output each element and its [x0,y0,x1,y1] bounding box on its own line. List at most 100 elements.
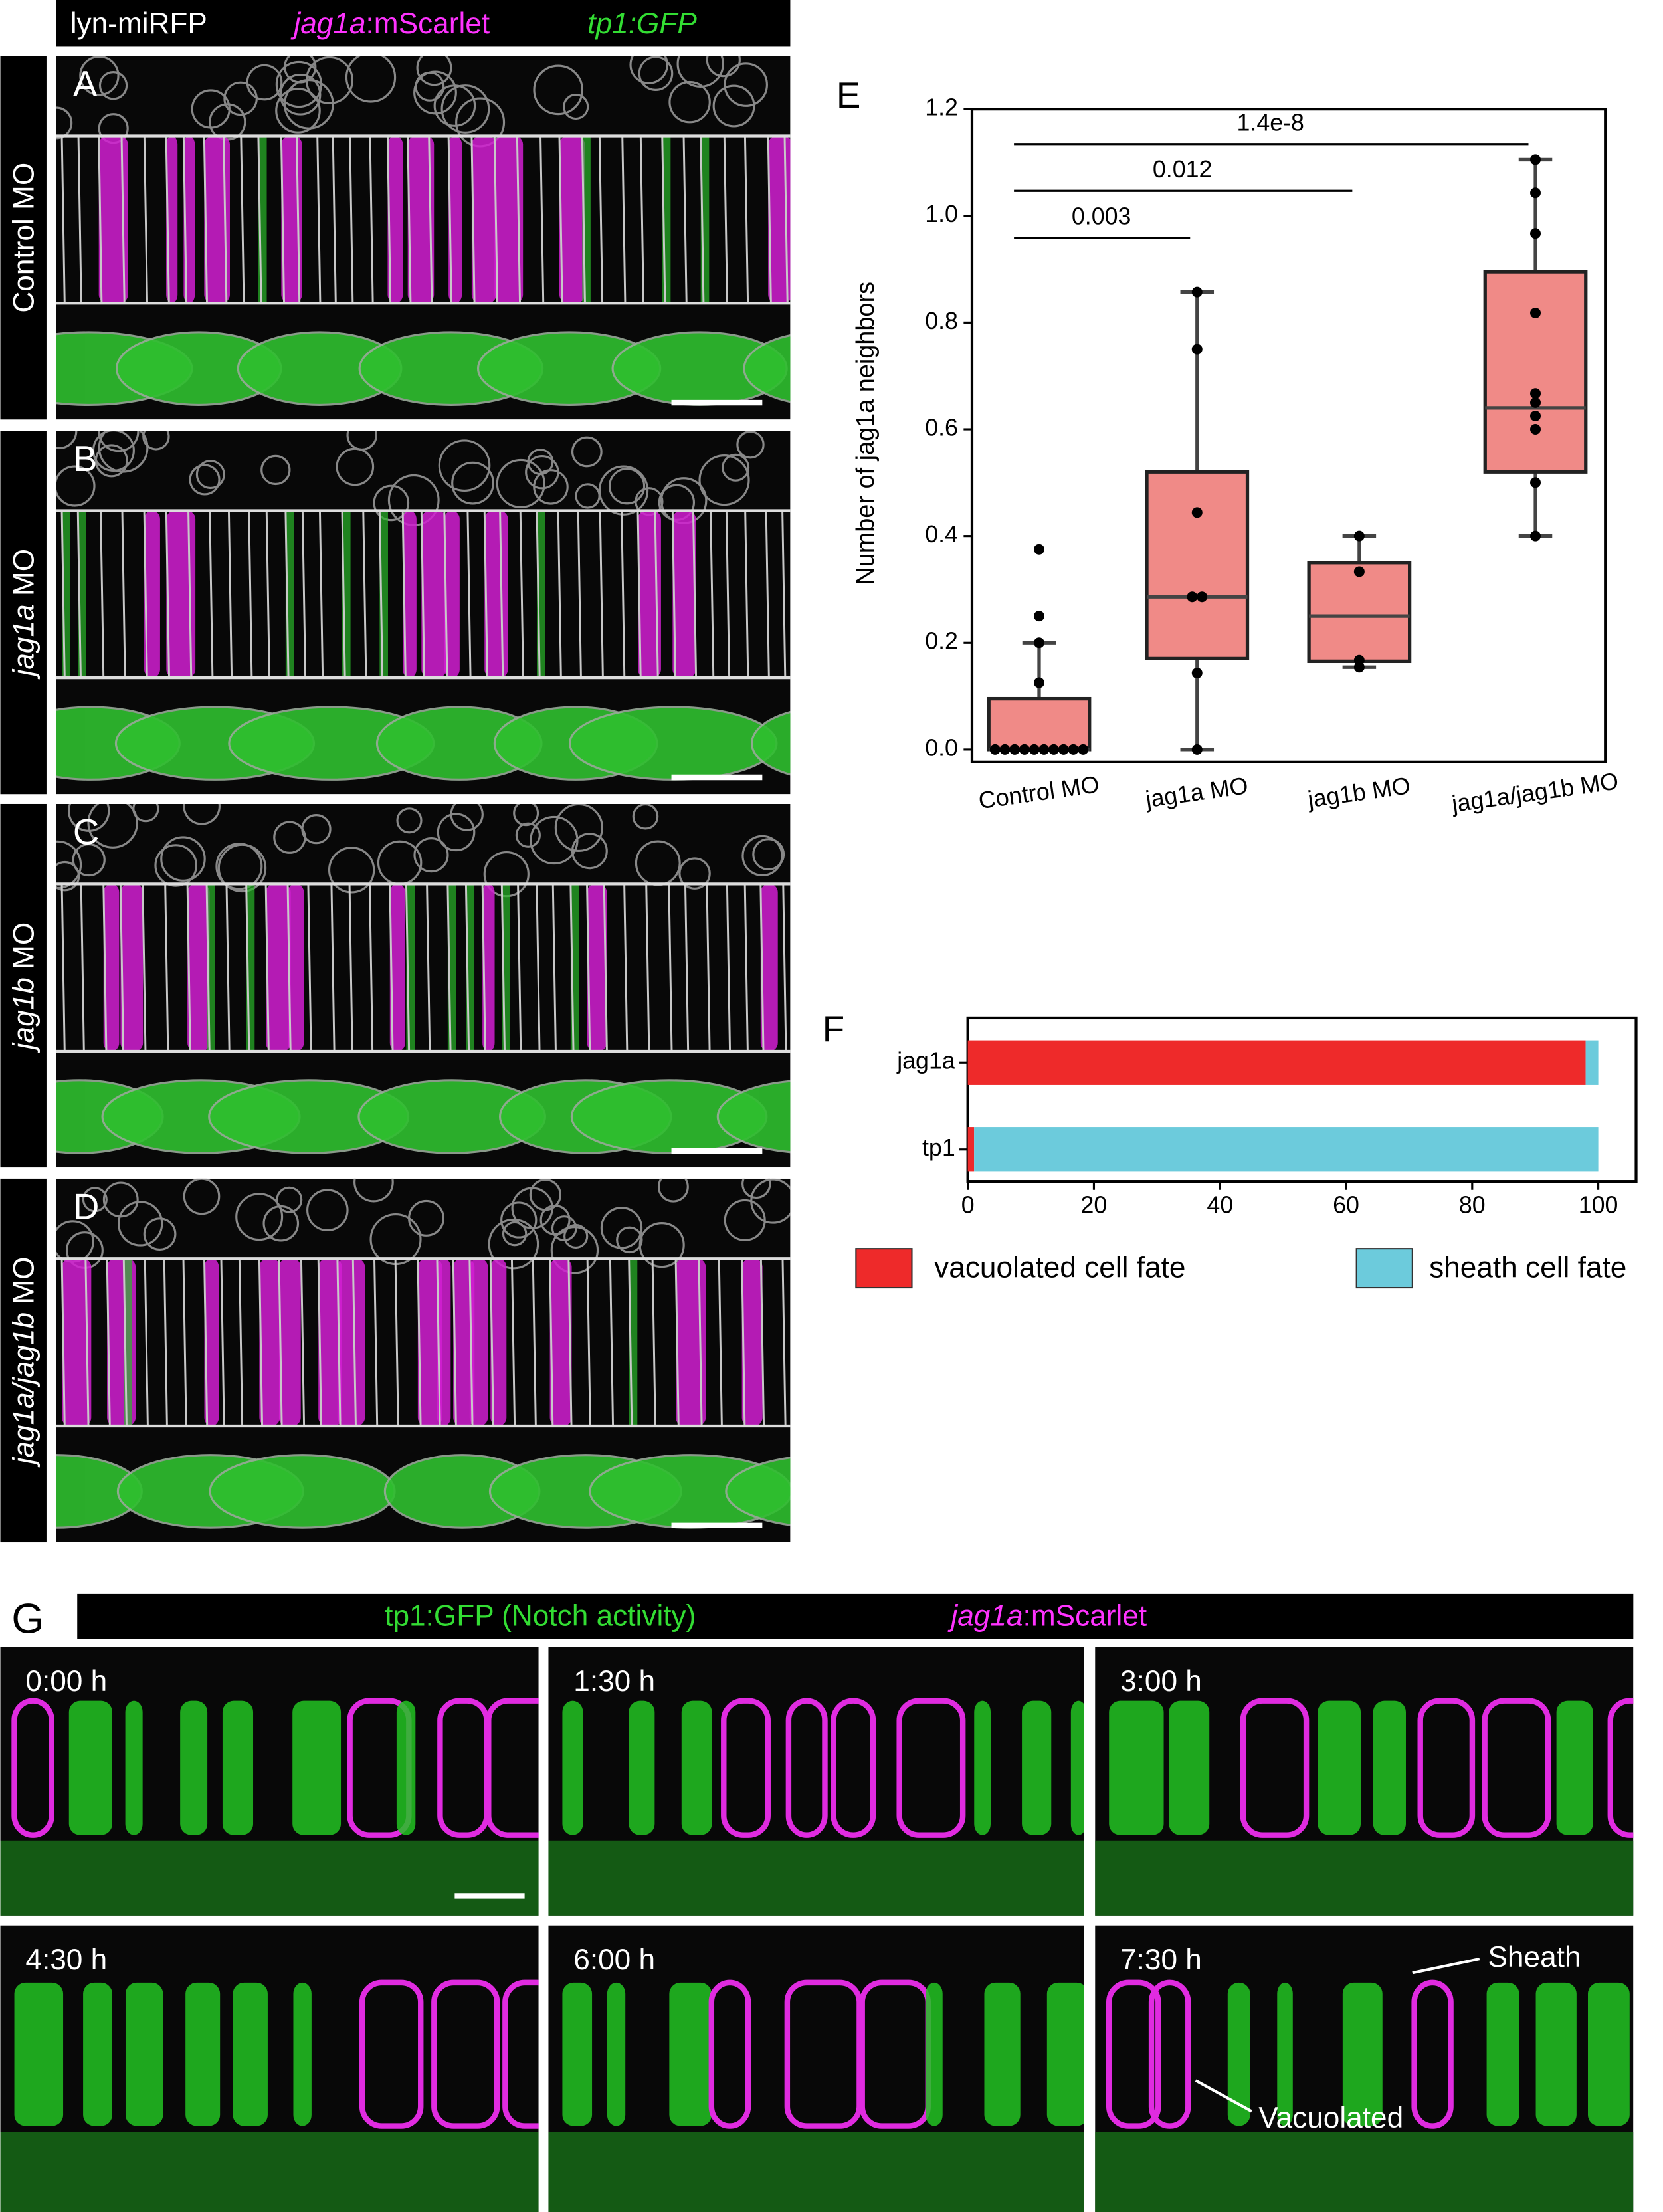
data-point [1197,591,1208,603]
cell-wall [426,884,431,1052]
cell-outline [712,84,755,128]
cell-wall [248,510,253,678]
data-point [1191,668,1203,679]
data-point [1187,591,1198,603]
magenta-cell [407,136,435,304]
cell-outline [500,1201,538,1239]
cell-wall [187,510,193,678]
cell-wall [296,136,301,304]
channel-label: lyn-miRFP [70,7,207,40]
cell-outline [217,843,267,893]
cell-wall [470,136,476,304]
condition-label-part: jag1a [7,604,40,679]
cell-outline [396,807,423,834]
cell-wall [500,884,506,1052]
cell-wall [264,884,270,1052]
magenta-cell [389,884,405,1052]
cell-wall [351,1258,357,1426]
y-tick-label: 0.2 [925,628,958,654]
cell-outline [416,56,452,86]
magenta-cell [741,1258,763,1426]
plot-frame [966,1016,1638,1183]
y-tick-label: 0.0 [925,734,958,761]
channel-label-part: jag1a [290,7,365,40]
cell-outline [608,468,646,505]
magenta-cell [708,1979,751,2129]
cell-wall [121,510,126,678]
micrograph [548,1647,1084,1916]
cell-outline [502,1221,528,1247]
cell-outline [496,458,545,508]
time-label: 3:00 h [1120,1665,1202,1698]
cell-wall [401,510,407,678]
green-cell [1169,1700,1210,1835]
cell-outline [142,431,170,451]
magenta-cell [1106,1979,1161,2129]
legend-label: vacuolated cell fate [934,1251,1185,1284]
cell-wall [621,510,626,678]
data-point [1068,744,1079,755]
cell-wall [499,510,504,678]
cell-wall [671,510,676,678]
cell-wall [443,510,448,678]
box [1483,270,1588,474]
y-tick-label: 0.8 [925,308,958,334]
magenta-cell [266,884,291,1052]
cell-wall [368,884,374,1052]
channel-label: tp1:GFP [587,7,697,40]
micrograph [0,1647,539,1916]
data-point [1530,424,1541,435]
cell-outline [56,106,73,140]
data-point [1530,187,1541,199]
muscle [725,1457,791,1526]
magenta-cell [444,510,460,678]
cell-wall [165,510,170,678]
green-cell [1535,1982,1577,2126]
green-cell [396,1700,416,1835]
green-cell [1373,1700,1406,1835]
cell-outline [79,56,120,96]
green-cell [1277,1982,1293,2126]
cell-wall [225,884,231,1052]
cell-outline [438,439,491,492]
magenta-cell [204,1258,219,1426]
condition-label-part: MO [7,922,40,977]
cell-wall [489,1258,494,1426]
cell-wall [330,884,336,1052]
cell-wall [654,510,659,678]
cell-wall [468,1258,474,1426]
green-bg [0,1840,539,1916]
cell-outline [676,56,724,88]
data-point [1058,744,1069,755]
cell-outline [72,843,106,877]
cell-outline [515,822,541,848]
green-cell [1556,1700,1593,1835]
magenta-cell [437,1258,451,1426]
cell-outline [554,803,603,853]
green-cell [562,1700,583,1835]
cell-wall [405,884,411,1052]
panel-letter: D [73,1186,100,1227]
data-point [1530,388,1541,399]
cell-outline [279,74,322,116]
cell-wall [567,1258,573,1426]
cell-wall [60,136,66,304]
time-label: 1:30 h [573,1665,655,1698]
cell-outline [273,821,306,854]
magenta-cell [1240,1698,1310,1838]
y-tick-label: 0.6 [925,414,958,441]
magenta-cell [103,884,120,1052]
magenta-cell [676,1258,706,1426]
cell-outline [550,1226,599,1274]
magenta-cell [587,884,607,1052]
muscle [716,1080,791,1154]
cell-wall [182,1258,187,1426]
cell-wall [165,136,170,304]
cell-outline [736,431,765,459]
cell-wall [483,510,488,678]
time-label: 6:00 h [573,1944,655,1976]
magenta-cell [768,136,791,304]
cell-wall [341,510,346,678]
cell-wall [569,884,575,1052]
magenta-cell [278,1258,301,1426]
